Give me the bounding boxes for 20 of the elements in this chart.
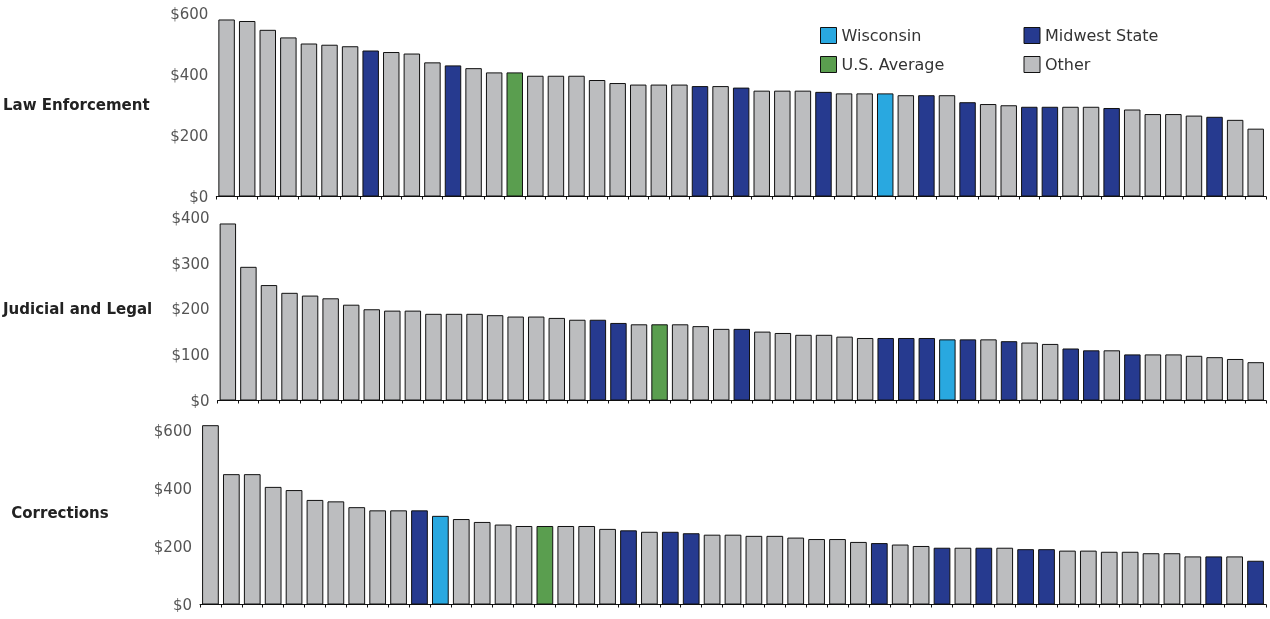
y-axis-title: Law Enforcement <box>3 96 150 115</box>
legend-label: Midwest State <box>1045 26 1159 45</box>
legend-label: Wisconsin <box>841 26 922 45</box>
y-tick-label: $400 <box>171 209 210 227</box>
y-tick-label: $200 <box>170 126 209 145</box>
y-tick-label: $600 <box>170 5 209 23</box>
y-tick-label: $0 <box>189 187 209 206</box>
y-tick-label: $0 <box>190 391 210 410</box>
y-tick-label: $100 <box>171 345 210 364</box>
y-axis-title: Judicial and Legal <box>2 300 153 319</box>
y-tick-label: $600 <box>153 421 192 440</box>
legend-label: Other <box>1045 55 1091 74</box>
y-tick-label: $400 <box>170 65 209 84</box>
y-tick-label: $200 <box>153 537 192 556</box>
y-tick-label: $200 <box>171 300 210 319</box>
y-tick-label: $300 <box>171 254 210 273</box>
legend-label: U.S. Average <box>841 55 945 74</box>
y-axis-title: Corrections <box>11 504 109 523</box>
y-tick-label: $0 <box>172 595 192 614</box>
y-tick-label: $400 <box>153 479 192 498</box>
